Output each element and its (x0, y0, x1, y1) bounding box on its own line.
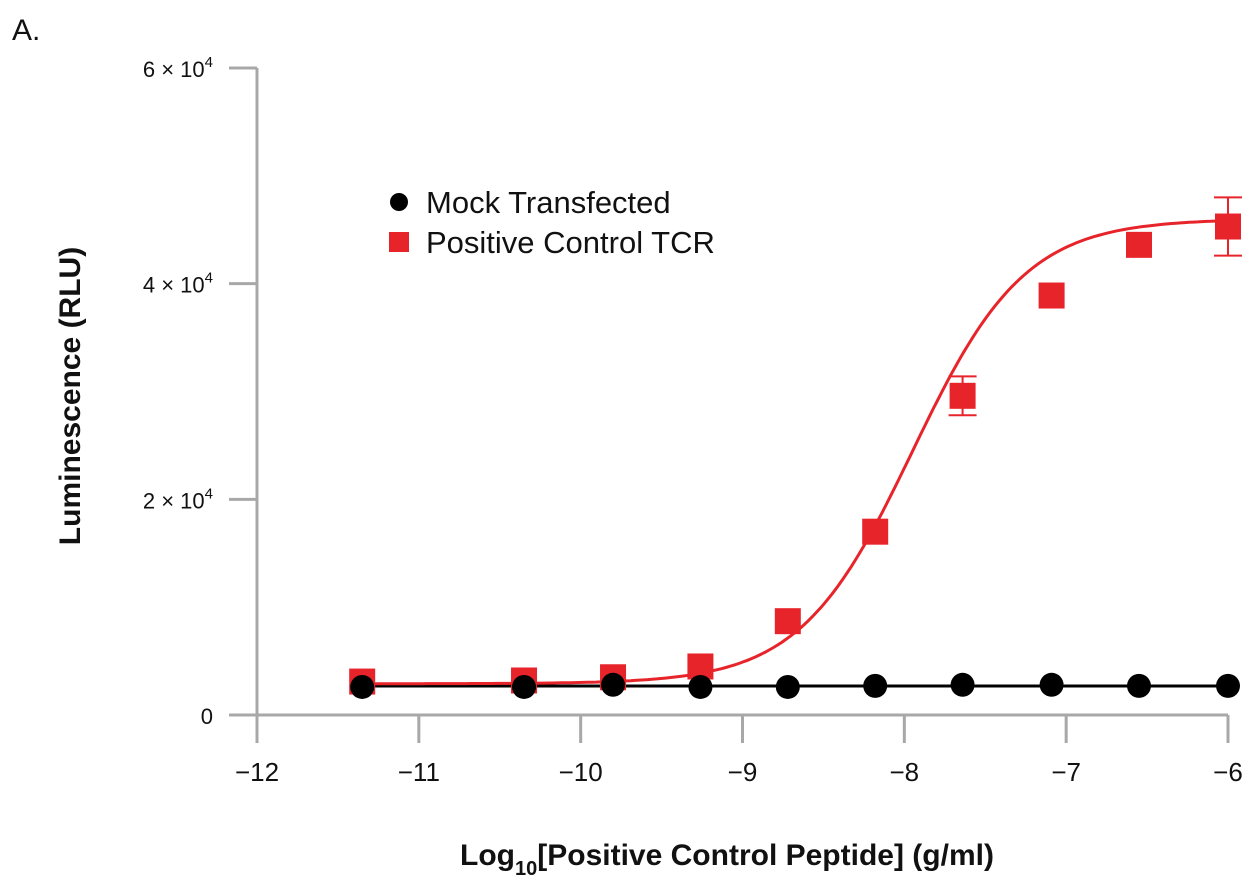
y-tick-label: 6 × 104 (143, 54, 213, 82)
y-tick-label: 4 × 104 (143, 270, 213, 298)
data-point-square (1125, 231, 1152, 258)
data-point-square (774, 608, 801, 635)
y-tick-label: 0 (201, 704, 213, 729)
panel-label: A. (12, 14, 41, 47)
y-axis-title: Luminescence (RLU) (54, 247, 87, 545)
x-tick-label: −7 (1051, 757, 1081, 787)
axis-titles: Luminescence (RLU) Log10[Positive Control… (54, 247, 994, 880)
legend-marker-circle (390, 193, 408, 211)
legend-marker-square (389, 232, 409, 252)
data-point-square (1038, 282, 1065, 309)
legend-label: Mock Transfected (426, 185, 671, 220)
y-tick-label: 2 × 104 (143, 485, 213, 513)
data-point-circle (863, 673, 888, 698)
x-tick-label: −11 (398, 757, 440, 787)
legend: Mock Transfected Positive Control TCR (389, 185, 715, 260)
x-tick-label: −9 (728, 757, 758, 787)
axes: −12 −11 −10 −9 −8 −7 −6 0 2 × 104 4 × 104 6 × 104 (143, 54, 1243, 787)
data-point-circle (688, 674, 713, 699)
data-point-circle (512, 674, 537, 699)
x-tick-label: −8 (890, 757, 920, 787)
x-tick-label: −6 (1213, 757, 1243, 787)
x-tick-label: −12 (235, 757, 279, 787)
data-point-square (949, 382, 976, 409)
data-point-circle (1039, 672, 1064, 697)
x-tick-label: −10 (559, 757, 603, 787)
data-markers (349, 196, 1242, 699)
legend-label: Positive Control TCR (426, 225, 715, 260)
data-point-circle (1216, 673, 1240, 698)
data-point-circle (350, 674, 375, 699)
data-point-square (1215, 213, 1241, 240)
data-point-square (862, 518, 889, 545)
data-point-circle (950, 672, 975, 697)
data-point-circle (601, 672, 626, 697)
data-point-circle (1126, 673, 1151, 698)
data-point-circle (775, 674, 800, 699)
x-axis-title: Log10[Positive Control Peptide] (g/ml) (460, 839, 994, 880)
